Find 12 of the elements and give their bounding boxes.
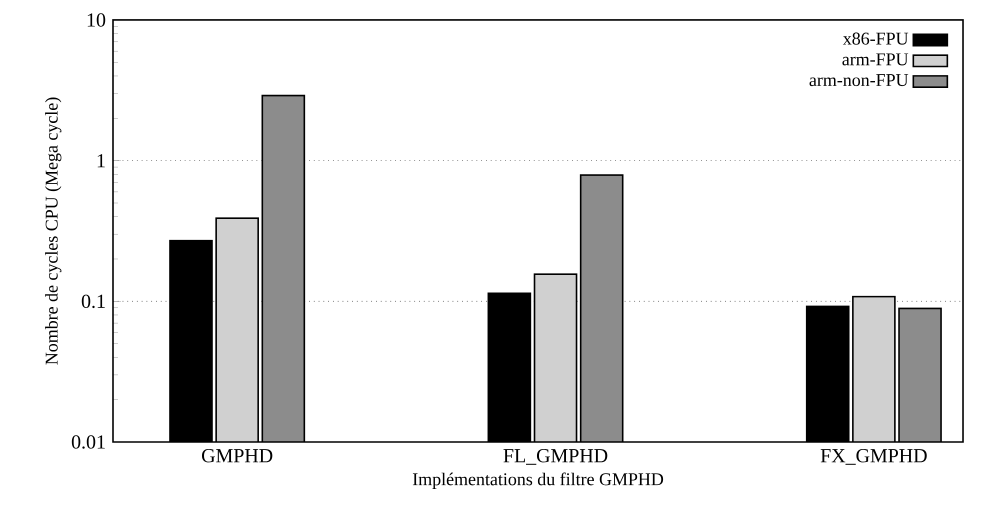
legend-label: arm-non-FPU xyxy=(810,74,908,86)
y-tick-label: 0.1 xyxy=(82,294,105,308)
y-tick-label: 1 xyxy=(98,154,105,168)
x-tick-label: FL_GMPHD xyxy=(503,449,608,465)
y-axis-title: Nombre de cycles CPU (Mega cycle) xyxy=(45,98,62,365)
y-tick-label: 10 xyxy=(88,13,106,27)
legend-label: x86-FPU xyxy=(842,32,908,45)
x-tick-label: FX_GMPHD xyxy=(820,449,927,465)
x-axis-title: Implémentations du filtre GMPHD xyxy=(412,472,664,489)
x-tick-label: GMPHD xyxy=(202,449,272,462)
y-tick-label: 0.01 xyxy=(72,435,105,449)
legend-label: arm-FPU xyxy=(842,53,908,66)
